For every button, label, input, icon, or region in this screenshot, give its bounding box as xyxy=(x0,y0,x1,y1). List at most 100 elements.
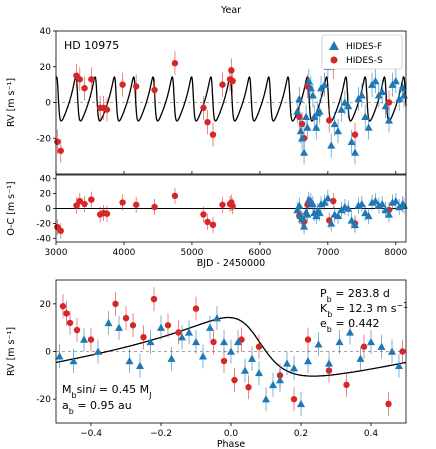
hides-f-point xyxy=(255,368,263,377)
y-tick-label: 40 xyxy=(40,27,52,37)
hides-f-point xyxy=(320,198,329,206)
x-tick-label: 0.4 xyxy=(364,429,379,439)
hides-f-point xyxy=(276,376,284,384)
keplerian-model-curve xyxy=(55,316,407,377)
hides-s-point xyxy=(59,303,67,310)
hides-f-point xyxy=(347,216,356,224)
residual-panel: -40 -20 0 20 40 3000 4000 5000 6000 7000 8000 O-C … xyxy=(6,174,408,269)
x-tick-label: 6000 xyxy=(248,248,271,258)
rv-time-ylabel: RV [m s⁻¹] xyxy=(6,78,17,127)
hides-s-point xyxy=(81,200,88,208)
hides-f-point xyxy=(327,141,336,149)
hides-f-point xyxy=(399,91,408,99)
hides-s-point xyxy=(175,329,182,336)
x-tick-label: 4000 xyxy=(113,248,136,258)
hides-f-point xyxy=(351,148,360,156)
hides-s-point xyxy=(219,201,226,208)
hides-f-point xyxy=(378,200,387,208)
hides-f-point xyxy=(344,204,353,212)
legend-entry-hides-s: HIDES-S xyxy=(346,56,383,66)
hides-f-point xyxy=(315,107,324,115)
hides-f-point xyxy=(199,352,207,360)
hides-f-point xyxy=(185,328,193,336)
hides-f-point xyxy=(125,357,134,365)
x-tick-label: 0.2 xyxy=(294,429,308,439)
x-tick-label: 8000 xyxy=(384,248,407,258)
x-tick-label: −0.2 xyxy=(150,429,172,439)
hides-s-point xyxy=(245,384,252,391)
hides-s-point xyxy=(81,85,88,92)
hides-f-point xyxy=(69,357,78,365)
hides-f-point xyxy=(312,123,321,131)
hides-f-point xyxy=(115,323,123,331)
hides-s-point xyxy=(343,381,350,389)
hides-s-point xyxy=(209,131,217,138)
hides-s-point xyxy=(119,199,126,206)
hides-f-point xyxy=(192,337,200,346)
hides-s-point xyxy=(385,400,392,408)
hides-f-point xyxy=(395,361,403,369)
hides-s-point xyxy=(385,99,393,106)
hides-f-point xyxy=(297,399,305,408)
hides-f-point xyxy=(391,77,400,85)
hides-s-point xyxy=(171,192,179,200)
hides-f-point xyxy=(340,98,349,106)
legend-entry-hides-f: HIDES-F xyxy=(346,42,382,52)
hides-f-point xyxy=(262,395,270,403)
hides-s-point xyxy=(132,201,140,208)
hides-f-point xyxy=(303,123,312,131)
bjd-xlabel: BJD - 2450000 xyxy=(197,258,265,269)
hides-f-point xyxy=(381,205,390,214)
hides-s-point xyxy=(326,117,333,124)
hides-s-point xyxy=(103,210,111,217)
hides-f-point xyxy=(356,354,365,362)
hides-f-point xyxy=(300,148,309,156)
x-tick-label: 7000 xyxy=(316,248,339,258)
hides-s-point xyxy=(88,196,95,203)
rv-time-frame xyxy=(55,30,407,175)
residual-ylabel: O-C [m s⁻¹] xyxy=(6,181,17,235)
y-tick-label: -20 xyxy=(36,134,51,144)
y-tick-label: 20 xyxy=(40,63,52,73)
hides-f-point xyxy=(323,194,332,202)
hides-s-point xyxy=(192,305,200,312)
hides-f-point xyxy=(344,102,353,110)
hides-s-point xyxy=(351,131,359,138)
hides-s-point xyxy=(73,202,80,209)
mass-annotation: Mbsini = 0.45 MJ xyxy=(62,383,151,400)
phase-ylabel: RV [m s⁻¹] xyxy=(6,327,17,376)
hides-s-point xyxy=(76,76,83,83)
hides-f-point xyxy=(283,359,291,367)
hides-s-point xyxy=(66,319,74,327)
hides-f-point xyxy=(146,337,155,346)
hides-f-point xyxy=(371,197,380,205)
hides-s-point xyxy=(229,77,236,85)
hides-s-point xyxy=(88,76,95,83)
hides-f-point xyxy=(104,318,113,327)
hides-s-point xyxy=(171,59,179,67)
legend-triangle-icon xyxy=(329,41,339,50)
x-tick-label: 3000 xyxy=(45,248,68,258)
hides-s-point xyxy=(210,338,217,346)
hides-s-point xyxy=(76,197,83,205)
hides-s-point xyxy=(204,118,211,126)
hides-s-point xyxy=(151,203,158,211)
hides-f-point xyxy=(94,347,102,355)
y-tick-label: 0 xyxy=(45,99,51,109)
hides-f-point xyxy=(248,354,256,362)
hides-s-point xyxy=(296,113,303,121)
hides-f-point xyxy=(315,208,324,217)
hides-f-point xyxy=(269,380,277,389)
hides-s-point xyxy=(164,322,172,329)
hides-f-point xyxy=(295,94,304,103)
hides-f-point xyxy=(296,127,305,135)
hides-f-point xyxy=(304,357,312,365)
hides-f-point xyxy=(337,105,346,113)
y-tick-label: -20 xyxy=(36,219,51,229)
hides-s-point xyxy=(132,83,140,90)
hides-f-point xyxy=(320,80,329,88)
hides-s-point xyxy=(200,211,207,218)
hides-f-point xyxy=(325,359,333,367)
hides-f-point xyxy=(364,211,373,220)
hides-s-point xyxy=(204,218,211,226)
